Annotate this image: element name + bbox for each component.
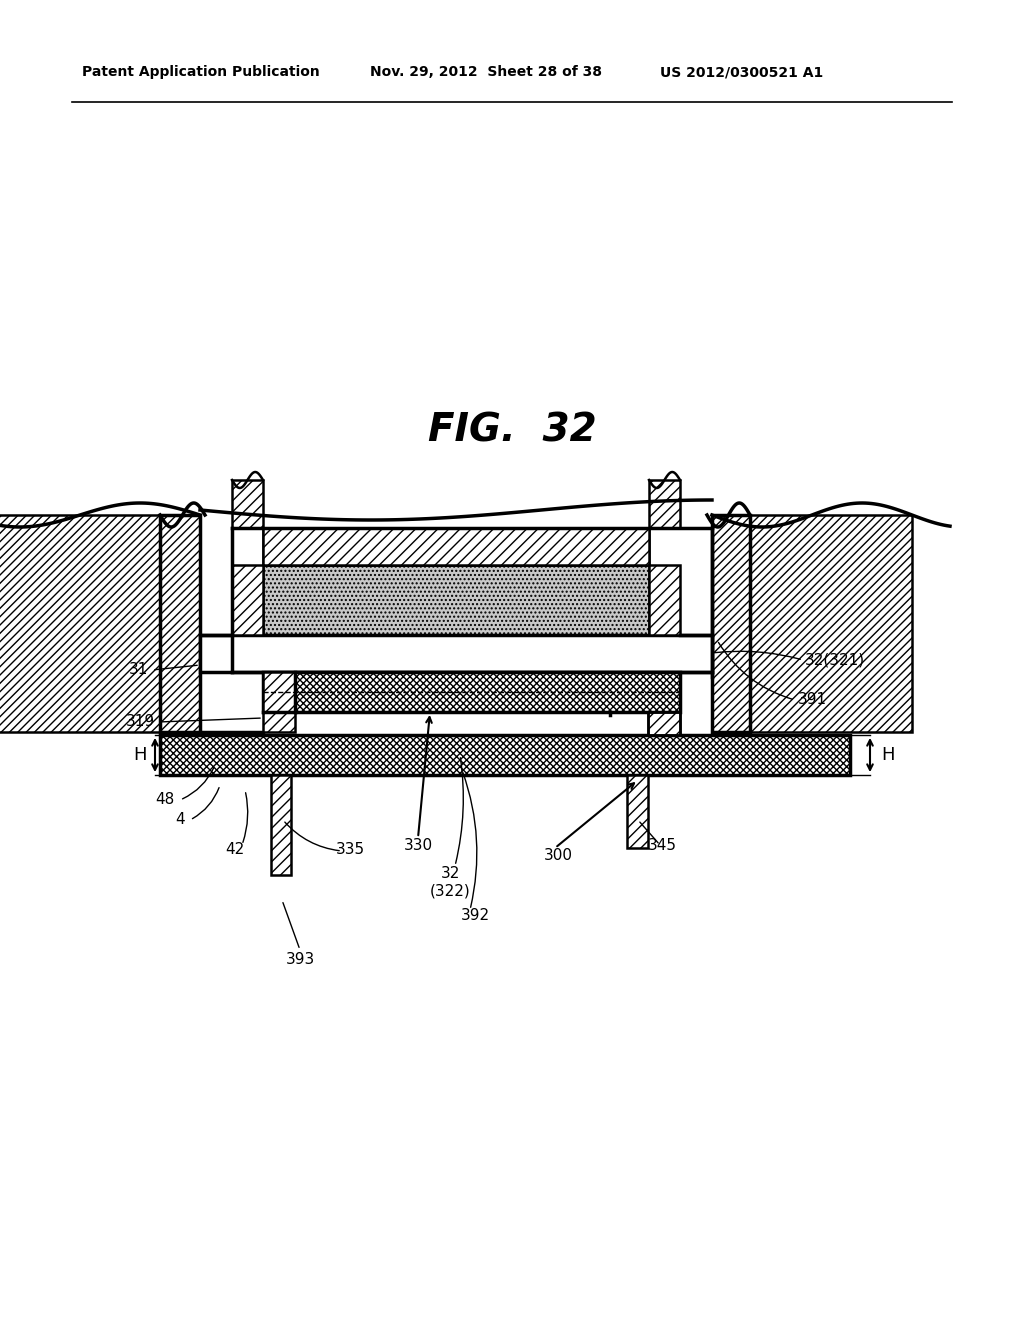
Text: 32(321): 32(321) bbox=[805, 652, 865, 668]
Bar bbox=[232, 565, 263, 635]
Text: 391: 391 bbox=[798, 693, 827, 708]
Bar bbox=[263, 672, 680, 711]
Text: 330: 330 bbox=[403, 837, 432, 853]
Bar bbox=[712, 515, 912, 733]
Bar bbox=[649, 480, 680, 528]
Bar bbox=[160, 735, 850, 775]
Text: 42: 42 bbox=[225, 842, 245, 858]
Text: 392: 392 bbox=[461, 908, 489, 923]
Text: 32: 32 bbox=[440, 866, 460, 880]
Bar bbox=[160, 515, 200, 733]
Text: Patent Application Publication: Patent Application Publication bbox=[82, 65, 319, 79]
Text: 4: 4 bbox=[175, 813, 185, 828]
Bar bbox=[0, 515, 200, 733]
Text: (322): (322) bbox=[430, 883, 470, 899]
Text: 31: 31 bbox=[129, 663, 148, 677]
Bar bbox=[271, 775, 291, 875]
Text: 319: 319 bbox=[126, 714, 155, 730]
Text: H: H bbox=[133, 746, 146, 764]
Bar bbox=[263, 528, 649, 565]
Bar bbox=[649, 565, 680, 635]
Bar bbox=[648, 711, 680, 735]
Bar bbox=[200, 635, 712, 672]
Bar bbox=[712, 515, 750, 733]
Text: H: H bbox=[882, 746, 895, 764]
Text: 300: 300 bbox=[544, 847, 572, 862]
Bar bbox=[263, 528, 649, 565]
Bar bbox=[627, 775, 648, 847]
Text: FIG.  32: FIG. 32 bbox=[428, 411, 596, 449]
Text: 345: 345 bbox=[647, 837, 677, 853]
Bar bbox=[263, 565, 649, 635]
Text: 48: 48 bbox=[156, 792, 175, 808]
Bar bbox=[232, 480, 263, 528]
Text: 335: 335 bbox=[336, 842, 365, 858]
Text: US 2012/0300521 A1: US 2012/0300521 A1 bbox=[660, 65, 823, 79]
Text: Nov. 29, 2012  Sheet 28 of 38: Nov. 29, 2012 Sheet 28 of 38 bbox=[370, 65, 602, 79]
Text: 393: 393 bbox=[286, 953, 314, 968]
Bar bbox=[263, 672, 295, 733]
